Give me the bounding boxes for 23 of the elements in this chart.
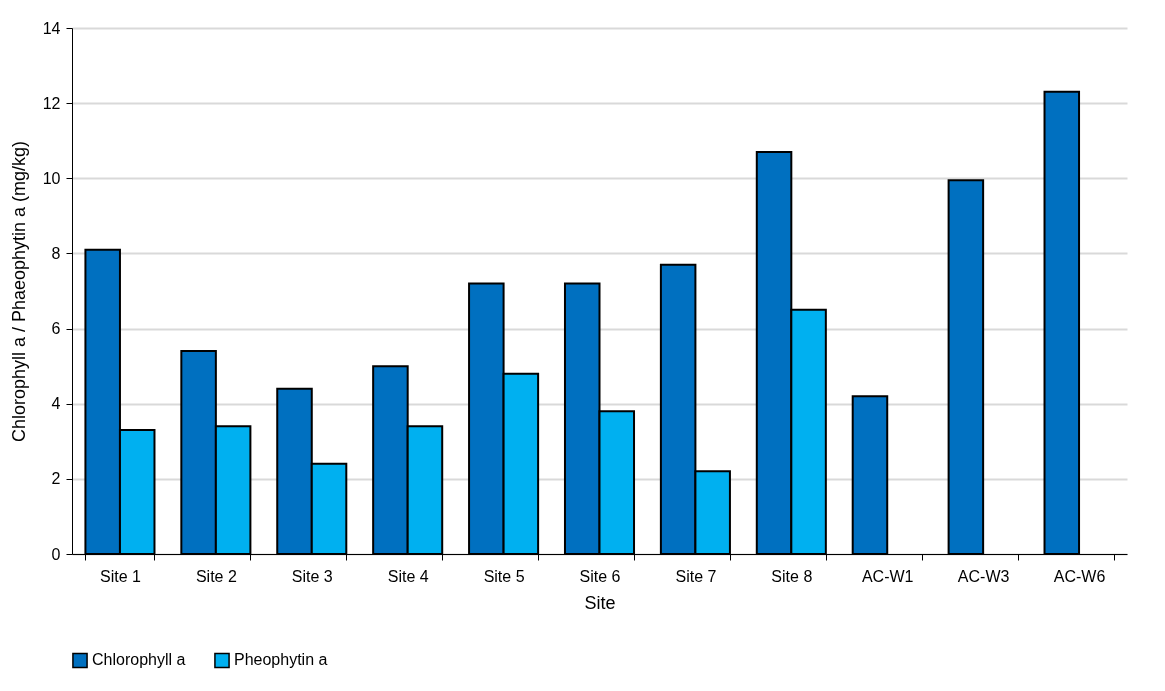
- legend-label: Chlorophyll a: [92, 651, 186, 669]
- y-tick-label: 2: [51, 470, 61, 488]
- x-tick-label: Site 3: [291, 567, 333, 585]
- x-tick-label: Site 4: [387, 567, 429, 585]
- x-tick-label: AC-W3: [957, 567, 1010, 585]
- x-tick-label: Site 6: [579, 567, 621, 585]
- y-tick-label: 4: [51, 395, 61, 413]
- x-tick-label: Site 1: [99, 567, 142, 585]
- y-tick-label: 8: [51, 244, 61, 262]
- y-tick-label: 12: [42, 94, 61, 112]
- y-tick-label: 0: [51, 545, 61, 563]
- y-tick-label: 10: [42, 169, 61, 187]
- x-tick-label: Site 8: [771, 567, 813, 585]
- x-tick-label: Site 2: [195, 567, 237, 585]
- y-tick-label: 6: [51, 320, 61, 338]
- x-tick-label: Site 5: [483, 567, 525, 585]
- y-axis-title: Chlorophyll a / Phaeophytin a (mg/kg): [8, 140, 29, 443]
- x-tick-label: Site 7: [675, 567, 717, 585]
- legend-label: Pheophytin a: [234, 651, 328, 669]
- x-tick-label: AC-W6: [1053, 567, 1106, 585]
- x-tick-label: AC-W1: [861, 567, 914, 585]
- x-axis-title: Site: [584, 592, 616, 613]
- y-tick-label: 14: [42, 19, 61, 37]
